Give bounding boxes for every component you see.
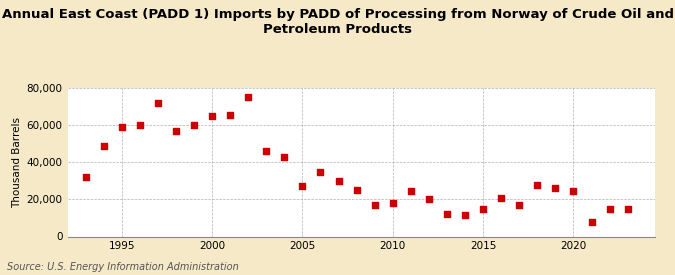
Point [297,184,308,189]
Point [207,114,217,118]
Point [99,143,109,148]
Text: Source: U.S. Energy Information Administration: Source: U.S. Energy Information Administ… [7,262,238,272]
Point [134,123,145,127]
Text: Annual East Coast (PADD 1) Imports by PADD of Processing from Norway of Crude Oi: Annual East Coast (PADD 1) Imports by PA… [1,8,674,36]
Point [387,201,398,205]
Point [261,149,271,153]
Point [279,155,290,159]
Point [315,170,326,175]
Point [153,101,163,105]
Point [80,175,91,179]
Point [406,189,416,193]
Point [568,189,579,193]
Point [351,188,362,192]
Point [622,207,633,211]
Point [369,203,380,207]
Point [514,203,524,207]
Point [586,219,597,224]
Point [171,128,182,133]
Point [243,95,254,100]
Point [116,125,127,129]
Point [532,182,543,187]
Point [495,195,506,200]
Point [460,213,470,217]
Point [225,113,236,117]
Point [478,207,489,211]
Y-axis label: Thousand Barrels: Thousand Barrels [12,117,22,208]
Point [604,207,615,211]
Point [550,186,561,190]
Point [441,212,452,216]
Point [333,179,344,183]
Point [423,197,434,202]
Point [188,123,199,127]
